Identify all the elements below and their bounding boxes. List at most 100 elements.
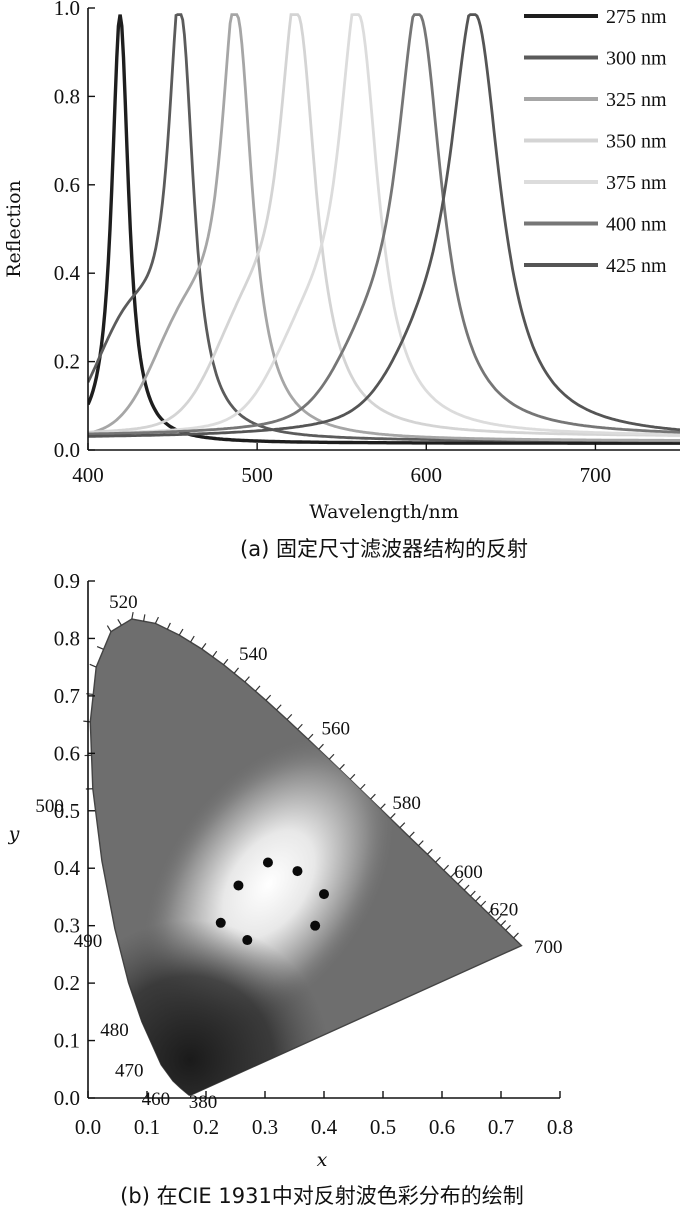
legend-label: 275 nm — [606, 6, 667, 28]
locus-tick — [495, 915, 502, 922]
locus-tick — [513, 932, 519, 939]
color-point — [310, 920, 321, 931]
locus-tick — [349, 773, 356, 780]
cie-dark-region — [90, 619, 522, 1096]
legend-label: 375 nm — [606, 172, 667, 194]
locus-tick — [409, 831, 415, 838]
b-x-tick-label: 0.2 — [193, 1115, 219, 1139]
locus-tick — [457, 878, 464, 885]
locus-tick — [178, 628, 184, 636]
b-y-tick-label: 0.9 — [54, 569, 80, 593]
locus-tick — [83, 720, 91, 723]
locus-tick — [286, 713, 293, 720]
a-x-tick-label: 600 — [411, 463, 443, 487]
locus-tick — [443, 864, 450, 871]
locus-tick — [500, 920, 507, 926]
wavelength-label: 470 — [115, 1060, 144, 1081]
wavelength-label: 460 — [142, 1089, 171, 1110]
a-y-ticks: 0.0 0.2 0.4 0.6 0.8 1.0 — [54, 0, 95, 462]
locus-tick — [370, 793, 376, 800]
color-point — [215, 917, 226, 928]
locus-tick — [96, 646, 104, 650]
locus-tick — [297, 723, 303, 730]
locus-tick — [265, 694, 272, 701]
b-y-tick-label: 0.5 — [54, 799, 80, 823]
series-line-325nm — [88, 13, 680, 442]
locus-tick — [417, 840, 424, 847]
locus-tick — [470, 890, 476, 897]
b-x-ticks: 0.0 0.1 0.2 0.3 0.4 0.5 0.6 0.7 0.8 — [75, 1091, 573, 1139]
a-y-tick-label: 1.0 — [54, 0, 80, 20]
color-point — [242, 935, 253, 946]
locus-tick — [475, 895, 481, 902]
b-x-tick-label: 0.8 — [547, 1115, 573, 1139]
a-x-axis-label: Wavelength/nm — [309, 501, 458, 523]
locus-tick — [359, 783, 366, 790]
locus-tick — [244, 676, 250, 683]
spectral-locus-ticks — [83, 612, 519, 939]
legend-label: 425 nm — [606, 255, 667, 277]
locus-tick — [435, 856, 441, 863]
wavelength-label: 500 — [35, 796, 64, 817]
wavelength-label: 580 — [392, 793, 421, 814]
wavelength-label: 540 — [239, 644, 268, 665]
locus-tick — [389, 813, 396, 819]
locus-tick — [487, 908, 494, 914]
wavelength-label: 600 — [454, 862, 483, 883]
locus-tick — [233, 667, 240, 674]
b-y-tick-label: 0.7 — [54, 684, 80, 708]
legend-label: 400 nm — [606, 214, 667, 236]
color-point — [292, 866, 303, 877]
series-line-425nm — [88, 13, 680, 438]
legend-label: 350 nm — [606, 131, 667, 153]
a-x-tick-label: 700 — [580, 463, 612, 487]
locus-tick — [426, 848, 433, 855]
locus-tick — [328, 753, 335, 760]
b-x-tick-label: 0.3 — [252, 1115, 278, 1139]
cie-chart: 380460470480490500520540560580600620700 … — [8, 569, 573, 1208]
b-x-tick-label: 0.4 — [311, 1115, 338, 1139]
b-y-tick-label: 0.1 — [54, 1029, 80, 1053]
wavelength-label: 520 — [109, 592, 138, 613]
a-y-tick-label: 0.8 — [54, 84, 80, 108]
locus-tick — [505, 924, 511, 931]
locus-tick — [154, 616, 159, 624]
legend-label: 300 nm — [606, 48, 667, 70]
locus-tick — [339, 763, 345, 770]
locus-tick — [89, 663, 97, 668]
locus-tick — [166, 622, 171, 630]
color-point — [319, 889, 329, 900]
locus-tick — [318, 743, 324, 750]
locus-tick — [201, 642, 207, 650]
locus-tick — [212, 650, 218, 658]
reflection-chart: 400 500 600 700 0.0 0.2 0.4 0.6 0.8 1.0 Waveleng… — [3, 0, 680, 561]
series-line-400nm — [88, 13, 680, 436]
b-y-tick-label: 0.0 — [54, 1086, 80, 1110]
locus-tick — [117, 618, 122, 626]
a-x-ticks: 400 500 600 700 — [72, 443, 611, 487]
locus-tick — [254, 685, 261, 692]
color-point — [262, 857, 273, 868]
locus-tick — [463, 884, 470, 891]
legend-label: 325 nm — [606, 89, 667, 111]
b-y-tick-label: 0.6 — [54, 741, 80, 765]
caption-a: (a) 固定尺寸滤波器结构的反射 — [240, 537, 528, 561]
a-x-tick-label: 400 — [72, 463, 104, 487]
locus-tick — [190, 635, 195, 643]
reflection-curves — [88, 13, 680, 445]
locus-tick — [222, 658, 229, 666]
b-y-tick-label: 0.4 — [54, 856, 81, 880]
locus-tick — [106, 625, 112, 632]
b-y-tick-label: 0.3 — [54, 914, 80, 938]
b-y-axis-label: y — [8, 823, 20, 845]
b-y-tick-label: 0.8 — [54, 626, 80, 650]
a-y-tick-label: 0.2 — [54, 350, 80, 374]
b-x-tick-label: 0.1 — [134, 1115, 160, 1139]
b-y-tick-label: 0.2 — [54, 971, 80, 995]
wavelength-label: 700 — [534, 937, 563, 958]
a-y-axis-label: Reflection — [3, 180, 25, 278]
wavelength-label: 620 — [490, 899, 519, 920]
wavelength-label: 480 — [100, 1020, 129, 1041]
